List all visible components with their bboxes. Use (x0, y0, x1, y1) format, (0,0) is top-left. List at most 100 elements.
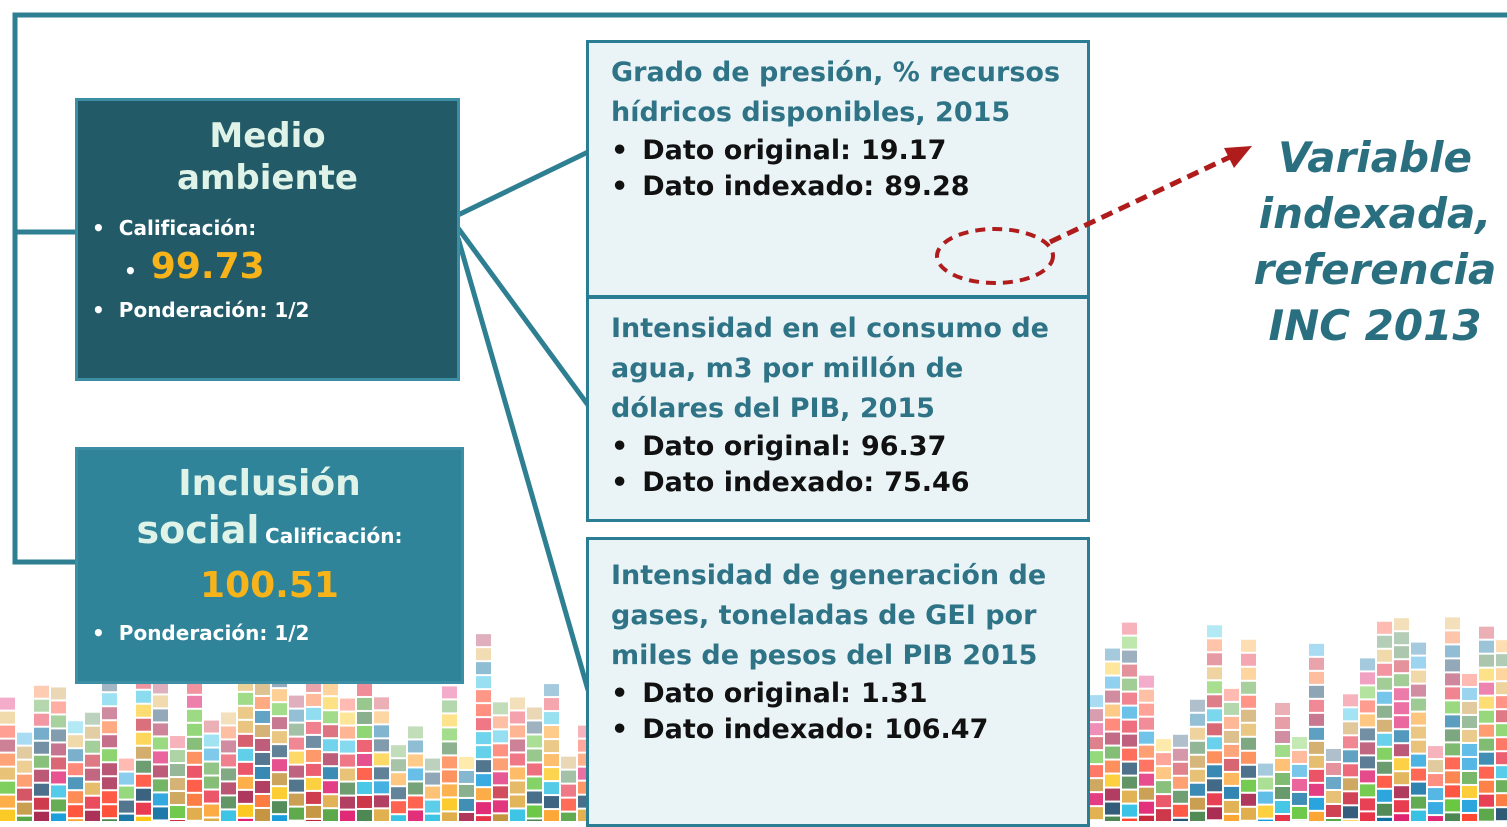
decor-bar (561, 785, 576, 797)
decor-bar (34, 686, 49, 698)
decor-bar (238, 805, 253, 817)
decor-bar (306, 694, 321, 706)
decor-bar (544, 726, 559, 738)
decor-bar (1088, 723, 1103, 735)
decor-bar (187, 780, 202, 792)
decor-bar (1360, 742, 1375, 754)
indicator-title: Grado de presión, % recursos hídricos di… (611, 53, 1065, 133)
decor-bar (238, 721, 253, 733)
decor-bar (204, 749, 219, 761)
decor-bar (1105, 705, 1120, 717)
decor-bar (170, 736, 185, 748)
decor-bar (1241, 752, 1256, 764)
decor-bar (85, 769, 100, 781)
decor-bar (1139, 732, 1154, 744)
decor-bar (323, 683, 338, 695)
decor-bar (306, 736, 321, 748)
decor-bar (561, 757, 576, 769)
decor-bar (1258, 778, 1273, 790)
decor-bar (1275, 773, 1290, 785)
decor-bar (374, 795, 389, 807)
indicator-title: Intensidad en el consumo de agua, m3 por… (611, 309, 1065, 429)
decor-bar (1377, 678, 1392, 690)
decor-bar (527, 791, 542, 803)
decor-bar (34, 714, 49, 726)
decor-bar (1207, 681, 1222, 693)
decor-bar (391, 787, 406, 799)
decor-bar (459, 799, 474, 811)
decor-bar (1105, 803, 1120, 815)
decor-bar (1207, 723, 1222, 735)
decor-bar (1445, 701, 1460, 713)
decor-bar (391, 801, 406, 813)
decor-bar (289, 780, 304, 792)
decor-bar (493, 786, 508, 798)
decor-bar (476, 774, 491, 786)
decor-bar (255, 781, 270, 793)
decor-bar (85, 727, 100, 739)
decor-bar (1088, 709, 1103, 721)
decor-bar (221, 768, 236, 780)
decor-bar (357, 726, 372, 738)
decor-bar (1326, 805, 1341, 817)
box-title: social (136, 508, 259, 552)
decor-bar (102, 777, 117, 789)
decor-bar (442, 784, 457, 796)
decor-bar (1326, 749, 1341, 761)
decor-bar (1360, 812, 1375, 821)
decor-bar (1360, 658, 1375, 670)
decor-bar (1377, 720, 1392, 732)
decor-bar (1139, 718, 1154, 730)
decor-bar (323, 781, 338, 793)
decor-bar (1309, 714, 1324, 726)
decor-bar (425, 787, 440, 799)
decor-bar (1309, 742, 1324, 754)
decor-bar (34, 728, 49, 740)
decor-bar (34, 742, 49, 754)
decor-bar (306, 708, 321, 720)
decor-bar (1224, 745, 1239, 757)
bullet-label: Dato original: (642, 431, 851, 462)
decor-bar (1394, 758, 1409, 770)
decor-bar (289, 738, 304, 750)
decor-bar (17, 733, 32, 745)
decor-bar (1309, 798, 1324, 810)
decor-bar (102, 693, 117, 705)
decor-bar (391, 745, 406, 757)
decor-bar (1292, 793, 1307, 805)
decor-bar (1462, 716, 1477, 728)
decor-bar (1190, 798, 1205, 810)
decor-bar (476, 760, 491, 772)
decor-bar (1496, 668, 1507, 680)
bullet-value: 19.17 (861, 135, 946, 166)
decor-bar (1309, 728, 1324, 740)
decor-bar (1241, 682, 1256, 694)
decor-bar (170, 778, 185, 790)
decor-bar (1190, 714, 1205, 726)
decor-bar (1190, 700, 1205, 712)
decor-bar (153, 765, 168, 777)
decor-bar (238, 735, 253, 747)
decor-bar (493, 716, 508, 728)
decor-bar (187, 738, 202, 750)
decor-bar (527, 763, 542, 775)
decor-bar (1394, 716, 1409, 728)
decor-bar (289, 724, 304, 736)
decor-bar (1207, 653, 1222, 665)
decor-bar (374, 697, 389, 709)
decor-bar (51, 757, 66, 769)
decor-bar (1224, 717, 1239, 729)
decor-bar (1394, 618, 1409, 630)
decor-bar (374, 753, 389, 765)
decor-bar (306, 764, 321, 776)
decor-bar (272, 787, 287, 799)
decor-bar (1428, 746, 1443, 758)
decor-bar (340, 811, 355, 821)
decor-bar (204, 805, 219, 817)
decor-bar (1479, 627, 1494, 639)
decor-bar (1156, 739, 1171, 751)
decor-bar (1479, 795, 1494, 807)
decor-bar (1479, 767, 1494, 779)
decor-bar (1360, 728, 1375, 740)
decor-bar (1462, 786, 1477, 798)
